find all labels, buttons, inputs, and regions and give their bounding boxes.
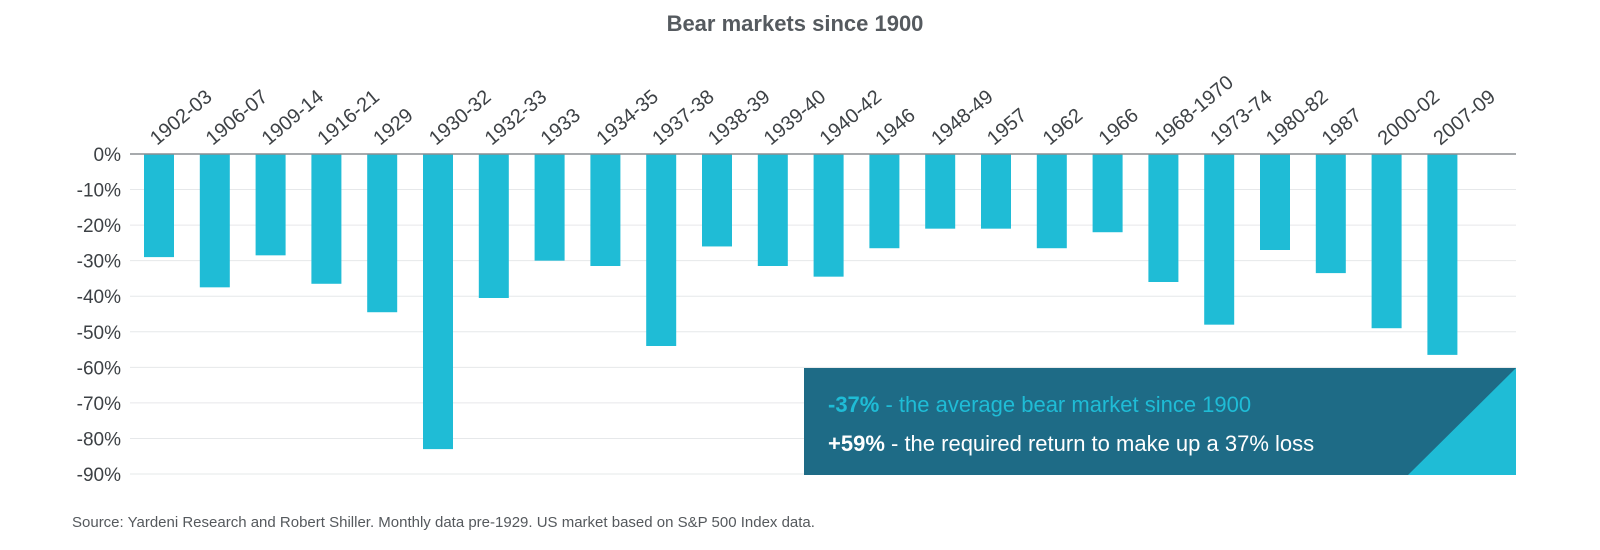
callout-accent-triangle bbox=[1408, 368, 1516, 475]
bar-1946 bbox=[869, 154, 900, 249]
bars bbox=[144, 154, 1458, 450]
bar-1929 bbox=[367, 154, 398, 313]
bar-1940-42 bbox=[813, 154, 844, 277]
category-label: 2007-09 bbox=[1429, 86, 1499, 150]
category-label: 1902-03 bbox=[146, 86, 216, 150]
bar-1948-49 bbox=[925, 154, 956, 229]
category-label: 1916-21 bbox=[313, 86, 383, 150]
bar-2007-09 bbox=[1427, 154, 1458, 355]
category-label: 1930-32 bbox=[425, 86, 495, 150]
y-tick-label: -90% bbox=[77, 465, 121, 486]
category-label: 1966 bbox=[1095, 104, 1143, 149]
callout-line-1-text: - the average bear market since 1900 bbox=[879, 392, 1251, 417]
category-label: 1906-07 bbox=[202, 86, 272, 150]
y-tick-label: 0% bbox=[94, 145, 122, 166]
y-tick-label: -10% bbox=[77, 181, 121, 202]
bar-1906-07 bbox=[199, 154, 230, 288]
y-tick-label: -40% bbox=[77, 287, 121, 308]
callout-line-2-text: - the required return to make up a 37% l… bbox=[885, 431, 1314, 456]
y-tick-label: -70% bbox=[77, 394, 121, 415]
callout-line-2: +59% - the required return to make up a … bbox=[828, 431, 1314, 456]
category-label: 1937-38 bbox=[648, 86, 718, 150]
category-label: 1934-35 bbox=[592, 86, 662, 150]
bar-1909-14 bbox=[255, 154, 286, 256]
bar-1980-82 bbox=[1260, 154, 1290, 250]
bar-1916-21 bbox=[311, 154, 342, 284]
category-label: 1932-33 bbox=[481, 86, 551, 150]
bar-1987 bbox=[1315, 154, 1346, 274]
bar-1937-38 bbox=[646, 154, 677, 346]
bar-1957 bbox=[981, 154, 1011, 229]
bar-1939-40 bbox=[757, 154, 788, 266]
category-label: 1948-49 bbox=[927, 86, 997, 150]
category-label: 1946 bbox=[871, 104, 919, 149]
chart-title: Bear markets since 1900 bbox=[667, 11, 924, 36]
bar-1938-39 bbox=[702, 154, 732, 247]
callout-line-2-highlight: +59% bbox=[828, 431, 885, 456]
category-label: 1957 bbox=[983, 104, 1031, 149]
bar-1934-35 bbox=[590, 154, 621, 266]
category-label: 1940-42 bbox=[816, 86, 886, 150]
bar-1966 bbox=[1092, 154, 1123, 233]
bar-1902-03 bbox=[144, 154, 174, 258]
bar-1968-1970 bbox=[1148, 154, 1179, 282]
category-label: 1929 bbox=[369, 104, 417, 149]
category-label: 1909-14 bbox=[258, 86, 328, 150]
y-tick-label: -20% bbox=[77, 216, 121, 237]
y-tick-label: -50% bbox=[77, 323, 121, 344]
category-label: 1933 bbox=[537, 104, 585, 149]
y-tick-label: -30% bbox=[77, 252, 121, 273]
callout-background bbox=[804, 368, 1516, 475]
category-label: 1980-82 bbox=[1262, 86, 1332, 150]
category-label: 1938-39 bbox=[704, 86, 774, 150]
y-tick-label: -80% bbox=[77, 429, 121, 450]
y-axis-ticks: 0% -10% -20% -30% -40% -50% -60% -70% -80% -90% bbox=[77, 145, 121, 486]
bar-2000-02 bbox=[1371, 154, 1402, 329]
bar-1930-32 bbox=[423, 154, 453, 450]
category-label: 1939-40 bbox=[760, 86, 830, 150]
bar-1932-33 bbox=[478, 154, 509, 298]
category-label: 1987 bbox=[1318, 104, 1366, 149]
bar-1973-74 bbox=[1204, 154, 1235, 325]
callout-box: -37% - the average bear market since 190… bbox=[804, 368, 1516, 475]
bar-1933 bbox=[534, 154, 565, 261]
callout-line-1-highlight: -37% bbox=[828, 392, 879, 417]
bar-1962 bbox=[1036, 154, 1067, 249]
callout-line-1: -37% - the average bear market since 190… bbox=[828, 392, 1251, 417]
y-tick-label: -60% bbox=[77, 358, 121, 379]
category-label: 2000-02 bbox=[1374, 86, 1444, 150]
category-label: 1962 bbox=[1039, 104, 1087, 149]
source-note: Source: Yardeni Research and Robert Shil… bbox=[72, 514, 815, 531]
